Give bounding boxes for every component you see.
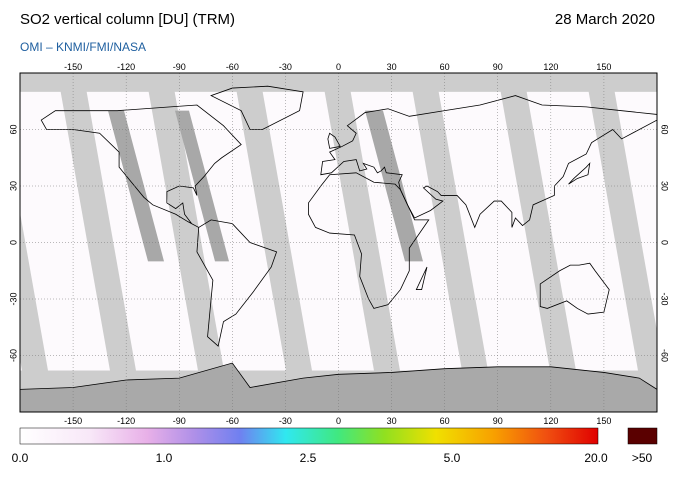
lon-tick-label: 30 bbox=[387, 416, 397, 426]
map-frame bbox=[19, 72, 658, 413]
date: 28 March 2020 bbox=[555, 11, 655, 28]
swath-gap bbox=[500, 88, 576, 371]
swath-gap bbox=[60, 88, 136, 371]
colorbar-label: >50 bbox=[632, 451, 653, 465]
lon-tick-label: 90 bbox=[493, 416, 503, 426]
swath-gap bbox=[20, 212, 48, 371]
lon-tick-label: -30 bbox=[279, 416, 292, 426]
swath-dark bbox=[365, 110, 423, 262]
colorbar-label: 20.0 bbox=[584, 451, 608, 465]
swath-gap bbox=[324, 88, 400, 371]
swath-gap bbox=[148, 88, 224, 371]
swath-dark bbox=[108, 110, 164, 262]
coastline bbox=[320, 95, 657, 229]
lat-tick-label: 30 bbox=[8, 181, 18, 191]
lat-tick-label: 60 bbox=[660, 124, 670, 134]
lon-tick-label: 60 bbox=[440, 62, 450, 72]
lon-tick-label: -90 bbox=[173, 416, 186, 426]
lon-tick-label: 60 bbox=[440, 416, 450, 426]
lat-tick-label: -60 bbox=[8, 349, 18, 362]
coastline bbox=[327, 132, 341, 149]
colorbar-label: 1.0 bbox=[156, 451, 173, 465]
lon-tick-label: -120 bbox=[117, 416, 135, 426]
coastline bbox=[568, 162, 591, 185]
swath-gap bbox=[588, 88, 657, 371]
swath-gap bbox=[412, 88, 488, 371]
colorbar bbox=[19, 427, 599, 445]
ticks: -150 -150 -120 -120 -90 -90 -60 -60 -30 -30 0 0 30 30… bbox=[8, 62, 669, 426]
lon-tick-label: 30 bbox=[387, 62, 397, 72]
lon-tick-label: -30 bbox=[279, 62, 292, 72]
lon-tick-label: 0 bbox=[336, 416, 341, 426]
swath-dark bbox=[175, 110, 229, 262]
antarctica bbox=[20, 362, 657, 412]
lat-tick-label: -30 bbox=[660, 292, 670, 305]
coastline bbox=[415, 266, 428, 290]
lat-tick-label: 0 bbox=[660, 240, 670, 245]
lon-tick-label: -150 bbox=[64, 416, 82, 426]
lat-tick-label: 60 bbox=[8, 124, 18, 134]
swath-gap bbox=[236, 88, 312, 371]
lon-tick-label: 90 bbox=[493, 62, 503, 72]
colorbar-label: 2.5 bbox=[300, 451, 317, 465]
lon-tick-label: -120 bbox=[117, 62, 135, 72]
lon-tick-label: 150 bbox=[596, 416, 611, 426]
lat-tick-label: -60 bbox=[660, 349, 670, 362]
lon-tick-label: -60 bbox=[226, 62, 239, 72]
map bbox=[20, 73, 657, 412]
title: SO2 vertical column [DU] (TRM) bbox=[20, 11, 235, 28]
colorbar-label: 5.0 bbox=[444, 451, 461, 465]
lat-tick-label: 0 bbox=[8, 240, 18, 245]
coastline bbox=[40, 104, 242, 228]
coastline bbox=[196, 219, 278, 347]
colorbar-over bbox=[627, 427, 658, 445]
coastline bbox=[539, 262, 610, 315]
lat-tick-label: -30 bbox=[8, 292, 18, 305]
lon-tick-label: 120 bbox=[543, 62, 558, 72]
coastline bbox=[210, 85, 304, 130]
lon-tick-label: -60 bbox=[226, 416, 239, 426]
lon-tick-label: -150 bbox=[64, 62, 82, 72]
coastline bbox=[308, 172, 430, 309]
source: OMI – KNMI/FMI/NASA bbox=[20, 40, 146, 54]
lon-tick-label: 150 bbox=[596, 62, 611, 72]
lon-tick-label: 120 bbox=[543, 416, 558, 426]
colorbar-label: 0.0 bbox=[12, 451, 29, 465]
lat-tick-label: 30 bbox=[660, 181, 670, 191]
lon-tick-label: 0 bbox=[336, 62, 341, 72]
lon-tick-label: -90 bbox=[173, 62, 186, 72]
